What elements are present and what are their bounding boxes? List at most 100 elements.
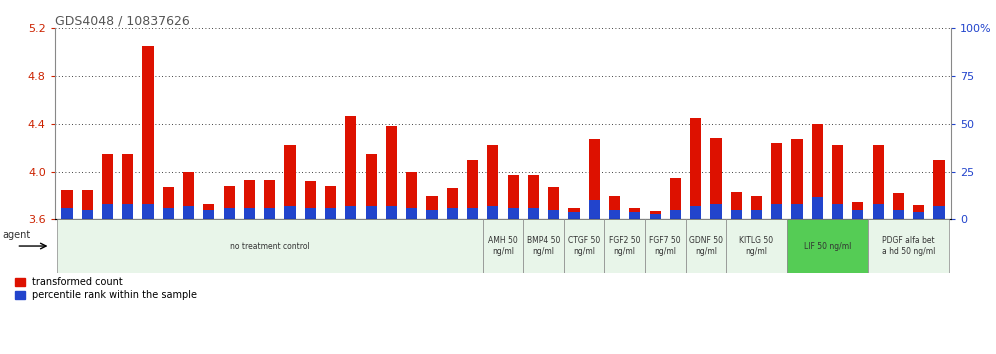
Bar (305, 208, 316, 219)
Bar (710, 138, 721, 219)
Bar (102, 204, 114, 219)
Bar (569, 212, 580, 219)
Bar (57, 219, 483, 273)
Text: agent: agent (3, 230, 31, 240)
Bar (426, 210, 437, 219)
Bar (487, 206, 498, 219)
Bar (385, 126, 397, 219)
Bar (123, 154, 133, 219)
Bar (82, 190, 93, 219)
Text: KITLG 50
ng/ml: KITLG 50 ng/ml (739, 236, 774, 256)
Text: FGF7 50
ng/ml: FGF7 50 ng/ml (649, 236, 681, 256)
Bar (487, 145, 498, 219)
Bar (832, 204, 844, 219)
Bar (325, 186, 337, 219)
Text: PDGF alfa bet
a hd 50 ng/ml: PDGF alfa bet a hd 50 ng/ml (881, 236, 935, 256)
Bar (649, 211, 660, 219)
Bar (872, 145, 883, 219)
Text: BMP4 50
ng/ml: BMP4 50 ng/ml (527, 236, 560, 256)
Bar (605, 219, 645, 273)
Bar (183, 206, 194, 219)
Bar (669, 178, 681, 219)
Text: GDS4048 / 10837626: GDS4048 / 10837626 (55, 14, 189, 27)
Text: LIF 50 ng/ml: LIF 50 ng/ml (804, 241, 852, 251)
Bar (264, 208, 275, 219)
Bar (731, 210, 742, 219)
Bar (645, 219, 685, 273)
Bar (569, 207, 580, 219)
Bar (690, 118, 701, 219)
Legend: transformed count, percentile rank within the sample: transformed count, percentile rank withi… (15, 278, 197, 300)
Bar (853, 210, 864, 219)
Bar (467, 160, 478, 219)
Bar (726, 219, 787, 273)
Bar (589, 139, 600, 219)
Bar (406, 172, 417, 219)
Bar (792, 139, 803, 219)
Bar (346, 115, 357, 219)
Bar (548, 187, 560, 219)
Bar (224, 208, 235, 219)
Bar (685, 219, 726, 273)
Bar (366, 154, 376, 219)
Bar (872, 204, 883, 219)
Text: no treatment control: no treatment control (230, 241, 310, 251)
Text: GDNF 50
ng/ml: GDNF 50 ng/ml (689, 236, 723, 256)
Bar (508, 175, 519, 219)
Bar (406, 208, 417, 219)
Bar (264, 180, 275, 219)
Bar (82, 210, 93, 219)
Bar (285, 206, 296, 219)
Bar (142, 46, 153, 219)
Bar (832, 145, 844, 219)
Bar (224, 186, 235, 219)
Bar (710, 204, 721, 219)
Bar (183, 172, 194, 219)
Bar (609, 210, 621, 219)
Bar (346, 206, 357, 219)
Bar (629, 207, 640, 219)
Bar (203, 204, 214, 219)
Bar (771, 204, 782, 219)
Bar (751, 210, 762, 219)
Bar (892, 193, 904, 219)
Bar (244, 180, 255, 219)
Bar (649, 214, 660, 219)
Bar (366, 206, 376, 219)
Bar (913, 212, 924, 219)
Bar (162, 187, 174, 219)
Bar (483, 219, 523, 273)
Bar (751, 196, 762, 219)
Bar (548, 210, 560, 219)
Bar (869, 219, 949, 273)
Bar (812, 196, 823, 219)
Bar (690, 206, 701, 219)
Bar (305, 181, 316, 219)
Bar (731, 192, 742, 219)
Bar (467, 208, 478, 219)
Bar (528, 208, 539, 219)
Bar (446, 208, 458, 219)
Bar (62, 208, 73, 219)
Bar (528, 175, 539, 219)
Text: CTGF 50
ng/ml: CTGF 50 ng/ml (568, 236, 601, 256)
Bar (609, 196, 621, 219)
Bar (325, 208, 337, 219)
Text: AMH 50
ng/ml: AMH 50 ng/ml (488, 236, 518, 256)
Bar (771, 143, 782, 219)
Bar (787, 219, 869, 273)
Bar (203, 210, 214, 219)
Bar (62, 190, 73, 219)
Bar (244, 208, 255, 219)
Bar (162, 208, 174, 219)
Bar (933, 206, 944, 219)
Bar (564, 219, 605, 273)
Bar (102, 154, 114, 219)
Bar (123, 204, 133, 219)
Bar (285, 145, 296, 219)
Bar (629, 212, 640, 219)
Bar (523, 219, 564, 273)
Bar (892, 210, 904, 219)
Bar (426, 196, 437, 219)
Bar (385, 206, 397, 219)
